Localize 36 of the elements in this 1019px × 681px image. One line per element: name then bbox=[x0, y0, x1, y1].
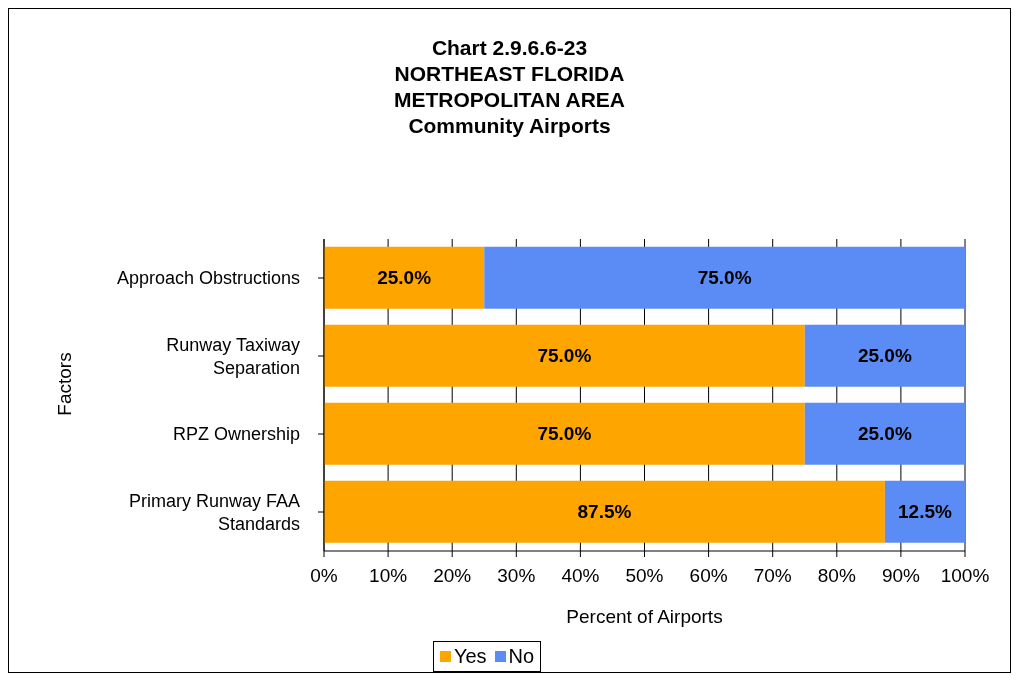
y-axis-title: Factors bbox=[54, 352, 76, 416]
y-tick-label: Approach Obstructions bbox=[116, 268, 300, 288]
x-tick-label: 50% bbox=[625, 565, 664, 587]
x-tick-label: 100% bbox=[940, 565, 990, 587]
bar bbox=[804, 402, 965, 465]
bar bbox=[324, 402, 805, 465]
data-label: 87.5% bbox=[577, 501, 632, 523]
y-tick-label: Primary Runway FAA Standards bbox=[128, 490, 300, 534]
x-tick-label: 70% bbox=[753, 565, 792, 587]
y-tick-label: RPZ Ownership bbox=[172, 424, 300, 444]
data-label: 75.0% bbox=[697, 267, 752, 289]
data-label: 25.0% bbox=[377, 267, 432, 289]
bar bbox=[884, 480, 965, 543]
x-tick-label: 30% bbox=[497, 565, 536, 587]
x-tick-label: 60% bbox=[689, 565, 728, 587]
data-label: 75.0% bbox=[537, 423, 592, 445]
x-axis-title: Percent of Airports bbox=[566, 606, 723, 627]
x-tick-label: 0% bbox=[310, 565, 338, 587]
x-tick-label: 10% bbox=[369, 565, 408, 587]
x-tick-label: 90% bbox=[881, 565, 921, 587]
bar bbox=[324, 246, 485, 309]
x-tick-label: 80% bbox=[817, 565, 856, 587]
x-tick-label: 40% bbox=[561, 565, 600, 587]
y-tick-label: Runway Taxiway Separation bbox=[166, 334, 300, 378]
bar bbox=[484, 246, 965, 309]
bar bbox=[324, 480, 885, 543]
data-label: 25.0% bbox=[857, 423, 912, 445]
bar bbox=[804, 324, 965, 387]
data-label: 12.5% bbox=[898, 501, 952, 523]
x-tick-label: 20% bbox=[433, 565, 472, 587]
chart-title: Chart 2.9.6.6-23 NORTHEAST FLORIDA METROPOLITAN AREA Community Airports bbox=[393, 35, 626, 139]
data-label: 75.0% bbox=[537, 345, 592, 367]
data-label: 25.0% bbox=[857, 345, 912, 367]
legend-label: Yes bbox=[453, 645, 487, 668]
legend-label: No bbox=[508, 645, 535, 668]
bar bbox=[324, 324, 805, 387]
